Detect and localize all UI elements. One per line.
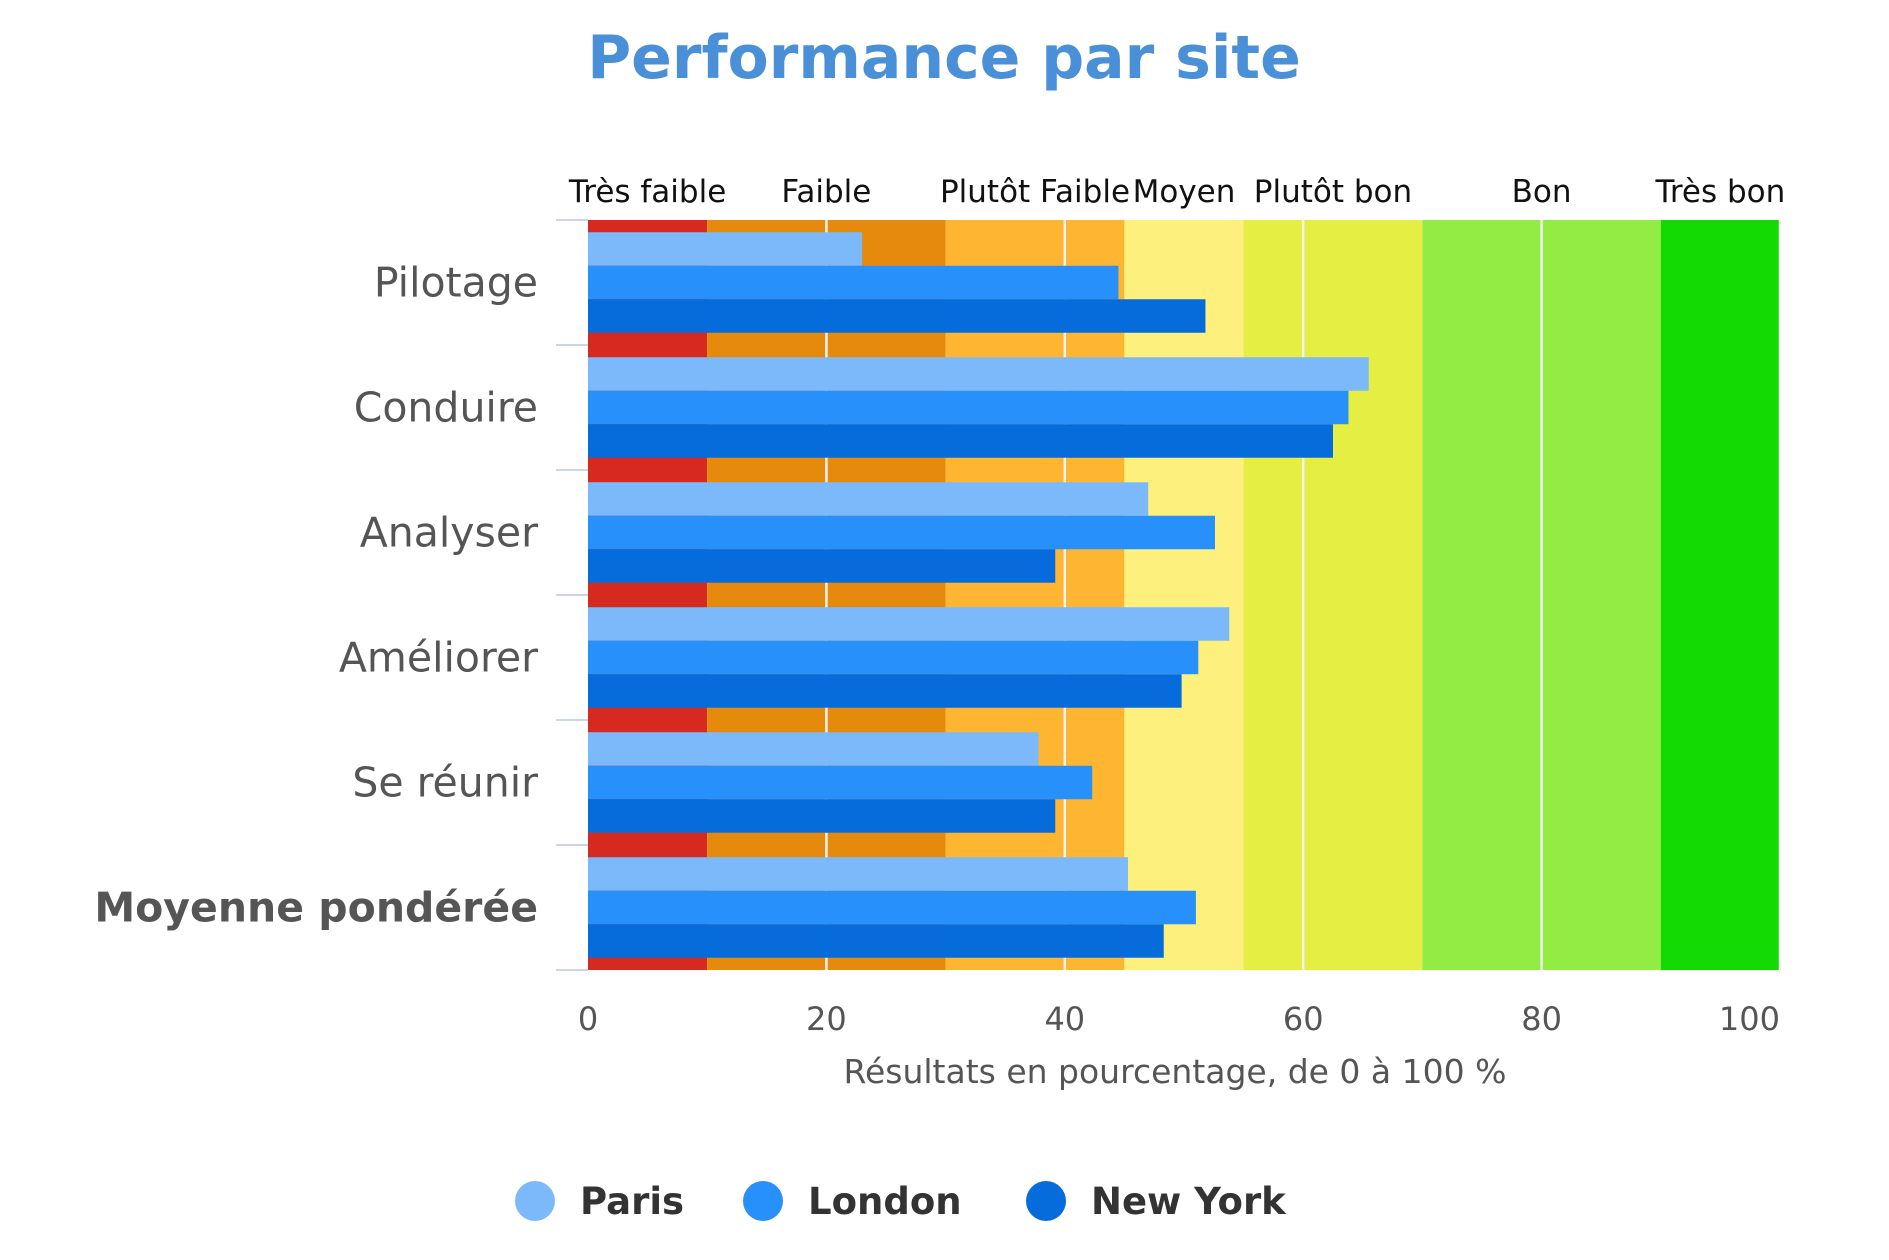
bar-0-1 [588, 357, 1369, 391]
gridline-group [825, 220, 1782, 970]
bar-1-3 [588, 640, 1199, 675]
category-label-1: Conduire [354, 384, 538, 432]
legend-marker-0 [515, 1181, 555, 1221]
bar-1-0 [588, 265, 1119, 300]
legend-marker-1 [743, 1181, 783, 1221]
bar-2-4 [588, 799, 1056, 833]
bar-2-5 [588, 924, 1164, 958]
x-tick-label-1: 20 [806, 1000, 847, 1038]
bar-0-5 [588, 857, 1128, 891]
band-3 [1124, 220, 1244, 970]
band-4 [1243, 220, 1423, 970]
bar-2-1 [588, 424, 1333, 458]
category-label-2: Analyser [360, 509, 538, 557]
band-6 [1660, 220, 1780, 970]
legend-label-1: London [808, 1180, 962, 1223]
bar-0-4 [588, 732, 1039, 766]
x-tick-label-group: 0 20 40 60 80 100 [578, 1000, 1780, 1038]
band-label-1: Faible [781, 174, 871, 210]
x-tick-label-4: 80 [1521, 1000, 1562, 1038]
category-label-group: Pilotage Conduire Analyser Améliorer Se réun… [94, 259, 538, 932]
legend-label-0: Paris [580, 1180, 684, 1223]
band-0 [588, 220, 708, 970]
band-2 [945, 220, 1125, 970]
bar-0-2 [588, 482, 1149, 516]
x-tick-label-0: 0 [578, 1000, 598, 1038]
band-label-4: Plutôt bon [1254, 174, 1412, 210]
bar-0-3 [588, 607, 1230, 641]
legend-item-2[interactable]: New York [1026, 1180, 1287, 1223]
category-label-3: Améliorer [339, 634, 538, 682]
band-label-6: Très bon [1654, 174, 1785, 210]
category-label-5: Moyenne pondérée [94, 884, 538, 932]
bar-0-0 [588, 232, 863, 266]
x-tick-label-3: 60 [1283, 1000, 1324, 1038]
bar-group [588, 232, 1369, 958]
legend-item-0[interactable]: Paris [515, 1180, 684, 1223]
bar-2-0 [588, 299, 1206, 333]
category-label-0: Pilotage [374, 259, 538, 307]
bar-1-4 [588, 765, 1093, 800]
band-label-0: Très faible [568, 174, 726, 210]
chart-title: Performance par site [587, 23, 1301, 93]
bar-1-1 [588, 390, 1349, 425]
bar-1-5 [588, 890, 1196, 925]
x-tick-label-5: 100 [1719, 1000, 1780, 1038]
bar-2-2 [588, 549, 1056, 583]
band-label-3: Moyen [1133, 174, 1236, 210]
bar-1-2 [588, 515, 1215, 550]
legend-item-1[interactable]: London [743, 1180, 962, 1223]
x-tick-label-2: 40 [1044, 1000, 1085, 1038]
band-label-2: Plutôt Faible [940, 174, 1130, 210]
legend: Paris London New York [515, 1180, 1287, 1223]
category-label-4: Se réunir [352, 759, 538, 807]
band-label-group: Très faible Faible Plutôt Faible Moyen Plutô… [568, 174, 1785, 210]
x-axis-title: Résultats en pourcentage, de 0 à 100 % [844, 1052, 1507, 1091]
band-label-5: Bon [1512, 174, 1572, 210]
legend-label-2: New York [1091, 1180, 1287, 1223]
category-tick-group [556, 219, 588, 971]
legend-marker-2 [1026, 1181, 1066, 1221]
bar-2-3 [588, 674, 1182, 708]
